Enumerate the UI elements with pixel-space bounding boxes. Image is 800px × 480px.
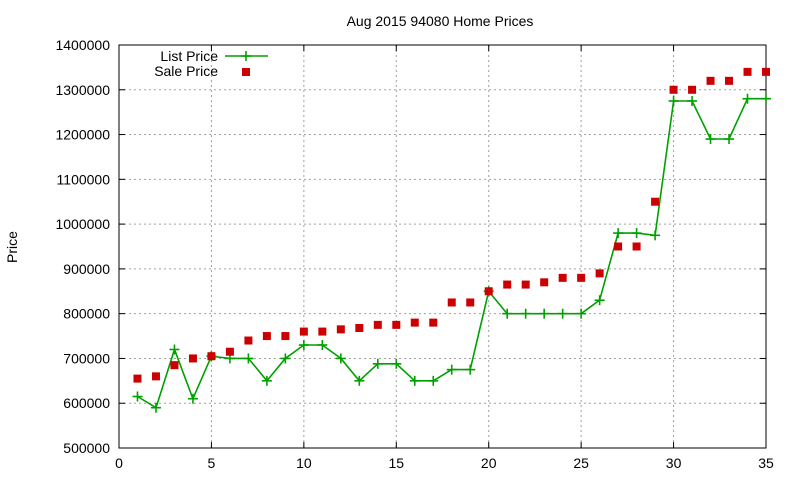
list-price-point: [298, 340, 309, 351]
series: [132, 67, 771, 413]
chart-title: Aug 2015 94080 Home Prices: [347, 13, 534, 29]
x-tick-label: 25: [573, 455, 589, 471]
x-tick-label: 30: [666, 455, 682, 471]
axis-ticks: 0 5 10 15 20 25 30 35 500000 600000 700000 800000 90…: [55, 37, 774, 471]
list-price-point: [372, 358, 383, 369]
list-price-point: [502, 308, 513, 319]
list-price-point: [742, 93, 753, 104]
sale-price-point: [577, 273, 586, 282]
sale-price-point: [614, 242, 623, 251]
y-tick-label: 700000: [63, 350, 110, 366]
list-price-point: [187, 393, 198, 404]
list-price-point: [557, 308, 568, 319]
legend-marker-sale-price: [242, 68, 250, 76]
list-price-point: [261, 375, 272, 386]
sale-price-point: [466, 298, 475, 307]
sale-price-point: [540, 278, 549, 287]
list-price-point: [409, 375, 420, 386]
y-tick-label: 800000: [63, 306, 110, 322]
sale-price-point: [299, 327, 308, 336]
sale-price-point: [262, 332, 271, 341]
list-price-point: [354, 375, 365, 386]
sale-price-point: [244, 336, 253, 345]
x-tick-label: 10: [296, 455, 312, 471]
x-tick-label: 15: [388, 455, 404, 471]
sale-price-point: [521, 280, 530, 289]
y-tick-label: 1000000: [55, 216, 110, 232]
list-price-point: [169, 344, 180, 355]
y-tick-label: 1300000: [55, 82, 110, 98]
list-price-point: [150, 402, 161, 413]
list-price-point: [594, 295, 605, 306]
list-price-point: [317, 340, 328, 351]
sale-price-point: [688, 85, 697, 94]
list-price-point: [428, 375, 439, 386]
sale-price-point: [669, 85, 678, 94]
sale-price-point: [595, 269, 604, 278]
list-price-point: [446, 364, 457, 375]
y-tick-label: 1400000: [55, 37, 110, 53]
list-price-point: [668, 95, 679, 106]
y-tick-label: 1100000: [57, 171, 111, 187]
list-price-point: [761, 93, 771, 104]
sale-price-point: [429, 318, 438, 327]
x-tick-label: 20: [481, 455, 497, 471]
legend: List Price Sale Price: [154, 48, 268, 79]
grid: [119, 45, 766, 448]
sale-price-point: [355, 323, 364, 332]
sale-price-point: [281, 332, 290, 341]
sale-price-point: [188, 354, 197, 363]
y-tick-label: 900000: [63, 261, 110, 277]
sale-price-point: [336, 325, 345, 334]
legend-label-sale-price: Sale Price: [154, 63, 218, 79]
list-price-point: [465, 364, 476, 375]
list-price-point: [539, 308, 550, 319]
sale-price-point: [392, 320, 401, 329]
list-price-point: [631, 228, 642, 239]
sale-price-point: [225, 347, 234, 356]
list-price-point: [335, 353, 346, 364]
sale-price-point: [133, 374, 142, 383]
sale-price-point: [632, 242, 641, 251]
sale-price-point: [743, 67, 752, 76]
sale-price-point: [558, 273, 567, 282]
sale-price-point: [484, 287, 493, 296]
sale-price-point: [725, 76, 734, 85]
sale-price-point: [373, 320, 382, 329]
sale-price-point: [762, 67, 770, 76]
list-price-point: [705, 134, 716, 145]
plot-frame: [118, 44, 767, 449]
list-price-point: [243, 353, 254, 364]
list-price-point: [724, 134, 735, 145]
list-price-point: [613, 228, 624, 239]
x-tick-label: 5: [208, 455, 216, 471]
y-tick-label: 500000: [63, 440, 110, 456]
list-price-point: [650, 230, 661, 241]
sale-price-point: [207, 352, 216, 361]
sale-price-point: [651, 197, 660, 206]
legend-label-list-price: List Price: [160, 48, 218, 64]
sale-price-point: [318, 327, 327, 336]
legend-marker-list-price: [241, 51, 251, 61]
sale-price-point: [151, 372, 160, 381]
list-price-point: [132, 391, 143, 402]
x-tick-label: 35: [758, 455, 774, 471]
sale-price-point: [706, 76, 715, 85]
x-tick-label: 0: [115, 455, 123, 471]
list-price-point: [391, 358, 402, 369]
sale-price-point: [503, 280, 512, 289]
sale-price-point: [447, 298, 456, 307]
list-price-point: [576, 308, 587, 319]
list-price-point: [280, 353, 291, 364]
list-price-point: [687, 95, 698, 106]
list-price-point: [520, 308, 531, 319]
y-axis-label: Price: [4, 231, 20, 263]
y-tick-label: 600000: [63, 395, 110, 411]
sale-price-point: [410, 318, 419, 327]
list-price-line: [137, 97, 766, 409]
sale-price-point: [170, 361, 179, 370]
y-tick-label: 1200000: [55, 127, 110, 143]
